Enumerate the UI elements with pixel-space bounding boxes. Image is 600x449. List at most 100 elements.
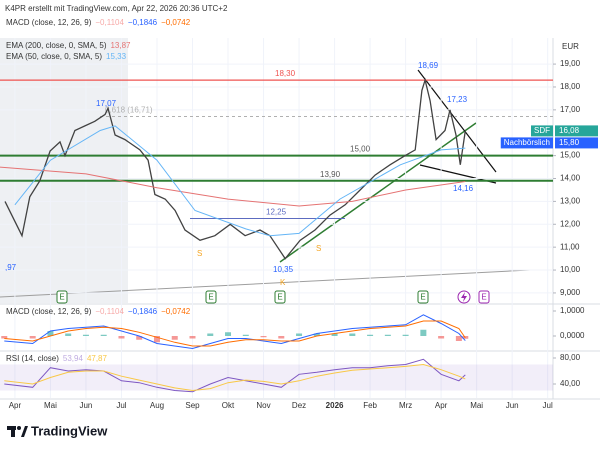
histogram-bar: [296, 333, 303, 336]
histogram-bar: [136, 336, 143, 340]
x-tick-label: Feb: [363, 401, 377, 410]
shaded-range: [0, 38, 128, 303]
indicator-line: [4, 314, 466, 350]
event-label: E: [481, 293, 486, 302]
annotation: 10,35: [273, 265, 294, 274]
legend-name: EMA (200, close, 0, SMA, 5): [6, 41, 107, 50]
histogram-bar: [47, 331, 54, 336]
y-tick-label: 1,0000: [560, 306, 585, 315]
event-label: E: [277, 293, 282, 302]
price-tag-name: SDF: [534, 126, 550, 135]
x-tick-label: Aug: [150, 401, 164, 410]
event-badge: [478, 290, 490, 304]
header-text: K4PR erstellt mit TradingView.com, Apr 2…: [5, 4, 228, 13]
legend-value: 47,87: [87, 354, 108, 363]
histogram-bar: [171, 336, 178, 340]
price-tag: [555, 137, 598, 149]
event-label: E: [208, 293, 213, 302]
price-tag-name: Nachbörslich: [504, 138, 550, 147]
x-tick-label: Jul: [543, 401, 553, 410]
logo-mark: [17, 426, 21, 430]
x-tick-label: Apr: [9, 401, 22, 410]
histogram-bar: [82, 334, 89, 336]
annotation: 17,23: [447, 95, 468, 104]
histogram-bar: [1, 336, 8, 339]
legend-value: −0,0742: [161, 307, 191, 316]
y-tick-label: 17,00: [560, 105, 581, 114]
x-tick-label: 2026: [326, 401, 344, 410]
price-tag: [555, 125, 598, 137]
lightning-icon: [461, 292, 467, 302]
logo: TradingView: [7, 423, 108, 438]
histogram-bar: [331, 333, 338, 336]
legend-name: EMA (50, close, 0, SMA, 5): [6, 52, 102, 61]
histogram-bar: [242, 334, 249, 336]
price-tag-label: 16,08: [559, 126, 580, 135]
x-tick-label: Jul: [116, 401, 126, 410]
price-line: [4, 77, 466, 260]
logo-text: TradingView: [31, 423, 108, 438]
ema-line: [0, 166, 466, 207]
x-tick-label: Jun: [506, 401, 519, 410]
y-tick-label: 80,00: [560, 353, 581, 362]
event-label: E: [59, 293, 64, 302]
legend-value: 15,33: [106, 52, 127, 61]
histogram-bar: [349, 333, 356, 336]
histogram-bar: [313, 333, 320, 336]
histogram-bar: [260, 336, 267, 338]
annotation: 17,07: [96, 99, 117, 108]
annotation: K: [280, 278, 286, 287]
ema-line: [14, 125, 466, 237]
histogram-bar: [189, 336, 196, 339]
event-badge: [56, 290, 68, 304]
logo-mark: [21, 426, 28, 437]
event-badge: [205, 290, 217, 304]
indicator-title: RSI (14, close): [6, 354, 59, 363]
indicator-line: [4, 320, 466, 347]
histogram-bar: [420, 329, 427, 336]
x-tick-label: Mrz: [399, 401, 412, 410]
y-tick-label: 40,00: [560, 379, 581, 388]
histogram-bar: [118, 336, 125, 339]
level-label: 0,618 (16,71): [105, 106, 153, 115]
annotation: 18,69: [418, 61, 439, 70]
x-tick-label: Nov: [256, 401, 270, 410]
legend-value: 53,94: [63, 354, 84, 363]
price-tag-name-bg: [531, 125, 553, 137]
annotation: 14,16: [453, 184, 474, 193]
indicator-title: MACD (close, 12, 26, 9): [6, 307, 92, 316]
histogram-bar: [367, 334, 374, 336]
histogram-bar: [384, 334, 391, 336]
y-tick-label: 10,00: [560, 265, 581, 274]
unit-label: EUR: [562, 42, 579, 51]
x-tick-label: Apr: [435, 401, 448, 410]
annotation: S: [197, 249, 202, 258]
legend-value: −0,1104: [95, 18, 124, 27]
legend-value: −0,0742: [161, 18, 191, 27]
histogram-bar: [100, 334, 107, 336]
histogram-bar: [225, 332, 232, 336]
level-label: 13,90: [320, 170, 341, 179]
histogram-bar: [402, 334, 409, 336]
histogram-bar: [278, 336, 285, 339]
indicator-line: [4, 363, 466, 392]
y-tick-label: 13,00: [560, 197, 581, 206]
trend-line: [279, 122, 477, 263]
y-tick-label: 12,00: [560, 219, 581, 228]
indicator-line: [4, 358, 466, 393]
x-tick-label: Jun: [79, 401, 92, 410]
event-label: E: [420, 293, 425, 302]
price-tag-name-bg: [500, 137, 553, 149]
x-tick-label: Okt: [222, 401, 235, 410]
logo-mark: [11, 426, 15, 437]
level-label: 12,25: [266, 208, 287, 217]
annotation: S: [316, 244, 321, 253]
x-tick-label: Sep: [185, 401, 200, 410]
histogram-bar: [455, 336, 462, 341]
annotation: ,97: [5, 263, 17, 272]
histogram-bar: [29, 336, 36, 339]
level-label: 18,30: [275, 69, 296, 78]
plot-layer: Apr Mai Jun Jul Aug Sep Okt Nov Dez 2026 Feb Mrz Apr…: [0, 18, 598, 410]
histogram-bar: [65, 333, 72, 336]
